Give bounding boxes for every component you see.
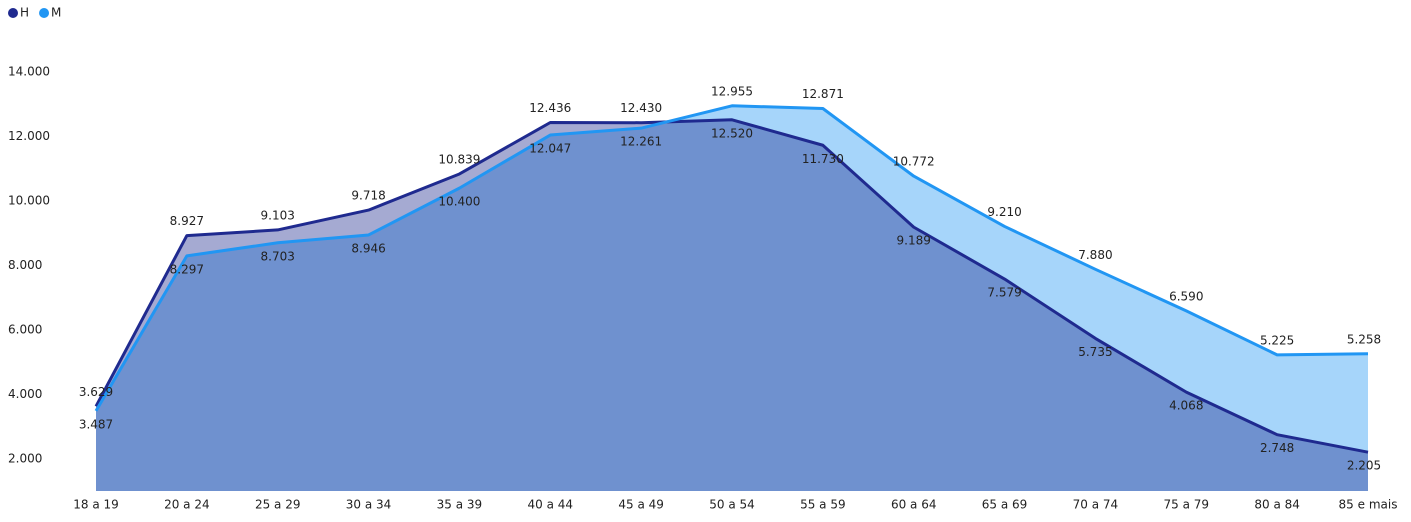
data-label: 11.730 — [802, 152, 844, 166]
data-label: 12.871 — [802, 87, 844, 101]
series-line — [94, 104, 1369, 412]
legend-label: H — [20, 6, 29, 20]
data-label: 12.261 — [620, 135, 662, 149]
data-label: 8.946 — [351, 241, 385, 255]
data-label: 12.436 — [529, 101, 571, 115]
data-label: 10.772 — [893, 155, 935, 169]
x-tick-label: 85 e mais — [1339, 498, 1398, 512]
data-label: 5.735 — [1078, 345, 1112, 359]
data-label: 7.880 — [1078, 248, 1112, 262]
x-tick-label: 55 a 59 — [800, 498, 846, 512]
x-tick-label: 18 a 19 — [73, 498, 119, 512]
area-fill — [96, 105, 1368, 492]
data-label: 12.430 — [620, 101, 662, 115]
y-tick-label: 12.000 — [8, 129, 50, 143]
y-tick-label: 8.000 — [8, 258, 42, 272]
x-tick-label: 40 a 44 — [528, 498, 574, 512]
data-label: 9.718 — [351, 189, 385, 203]
data-label: 12.520 — [711, 126, 753, 140]
data-label: 7.579 — [987, 286, 1021, 300]
y-tick-label: 6.000 — [8, 322, 42, 336]
data-label: 6.590 — [1169, 289, 1203, 303]
series-line — [94, 118, 1369, 454]
y-tick-label: 4.000 — [8, 387, 42, 401]
data-label: 9.210 — [987, 205, 1021, 219]
data-label: 10.839 — [438, 152, 480, 166]
data-label: 2.748 — [1260, 441, 1294, 455]
x-tick-label: 60 a 64 — [891, 498, 937, 512]
x-tick-label: 70 a 74 — [1073, 498, 1119, 512]
y-tick-label: 14.000 — [8, 65, 50, 79]
data-label: 9.103 — [261, 208, 295, 222]
x-tick-label: 75 a 79 — [1164, 498, 1210, 512]
data-label: 12.955 — [711, 84, 753, 98]
legend-marker — [8, 8, 18, 18]
data-label: 9.189 — [897, 234, 931, 248]
data-label: 5.258 — [1347, 332, 1381, 346]
x-tick-label: 30 a 34 — [346, 498, 392, 512]
legend-marker — [39, 8, 50, 18]
legend-label: M — [51, 6, 61, 20]
x-tick-label: 45 a 49 — [618, 498, 664, 512]
x-tick-label: 25 a 29 — [255, 498, 301, 512]
data-label: 8.927 — [170, 214, 204, 228]
y-tick-label: 2.000 — [8, 451, 42, 465]
data-label: 4.068 — [1169, 399, 1203, 413]
data-label: 8.297 — [170, 262, 204, 276]
data-label: 8.703 — [261, 249, 295, 263]
data-label: 5.225 — [1260, 333, 1294, 347]
data-label: 3.629 — [79, 385, 113, 399]
x-tick-label: 65 a 69 — [982, 498, 1028, 512]
data-label: 12.047 — [529, 142, 571, 156]
data-label: 3.487 — [79, 417, 113, 431]
x-tick-label: 20 a 24 — [164, 498, 210, 512]
x-tick-label: 80 a 84 — [1254, 498, 1300, 512]
x-tick-label: 35 a 39 — [437, 498, 483, 512]
y-tick-label: 10.000 — [8, 194, 50, 208]
data-label: 2.205 — [1347, 459, 1381, 473]
data-label: 10.400 — [438, 195, 480, 209]
x-tick-label: 50 a 54 — [709, 498, 755, 512]
